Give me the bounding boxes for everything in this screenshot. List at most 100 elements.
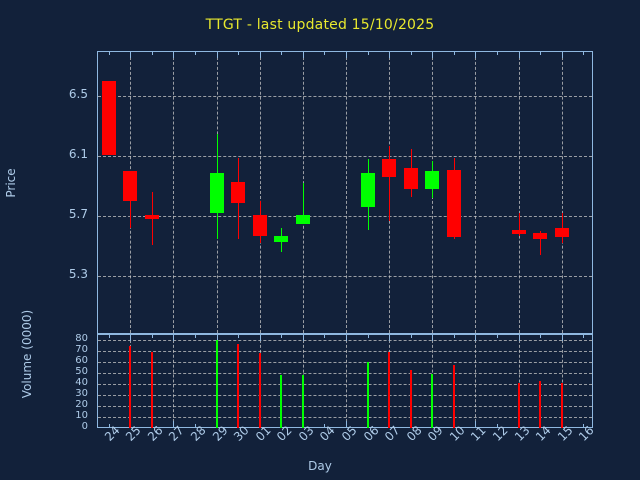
volume-tick-label: 10: [75, 410, 88, 421]
price-axis-label: Price: [4, 168, 18, 198]
volume-bar: [539, 380, 542, 428]
price-axis-tick: [238, 52, 240, 55]
price-axis-tick: [583, 52, 585, 55]
chart-title: TTGT - last updated 15/10/2025: [205, 17, 435, 33]
price-gridline-vertical: [173, 52, 175, 333]
volume-gridline-vertical: [173, 335, 175, 427]
price-axis-tick: [130, 52, 132, 58]
price-axis-tick: [453, 52, 455, 55]
candle-body: [446, 169, 461, 237]
volume-tick-label: 80: [75, 333, 88, 344]
volume-gridline: [98, 362, 592, 363]
volume-axis-tick: [151, 335, 153, 338]
price-gridline-vertical: [561, 52, 563, 333]
volume-axis-tick: [475, 421, 477, 427]
volume-tick-label: 40: [75, 377, 88, 388]
volume-tick-label: 60: [75, 355, 88, 366]
price-gridline: [98, 156, 592, 157]
volume-tick-label: 30: [75, 388, 88, 399]
price-axis-tick: [108, 52, 110, 55]
candle-body: [209, 172, 224, 213]
volume-tick-label: 20: [75, 399, 88, 410]
volume-axis-tick: [475, 335, 477, 341]
volume-bar: [215, 340, 218, 428]
price-gridline: [98, 96, 592, 97]
price-gridline-vertical: [475, 52, 477, 333]
candle-body: [252, 214, 267, 236]
price-gridline: [98, 276, 592, 277]
volume-axis-tick: [346, 421, 347, 427]
volume-plot-area: [97, 334, 593, 428]
volume-gridline: [98, 351, 592, 352]
candle-body: [101, 81, 116, 155]
volume-gridline: [98, 340, 592, 341]
candle-body: [123, 171, 138, 201]
volume-axis-tick: [130, 335, 132, 341]
volume-axis-tick: [346, 335, 347, 341]
price-gridline-vertical: [518, 52, 520, 333]
price-tick-label: 5.3: [68, 267, 88, 281]
volume-bar: [366, 362, 369, 428]
volume-bar: [301, 375, 304, 428]
volume-axis-tick: [195, 335, 197, 338]
price-axis-tick: [561, 52, 563, 58]
candle-body: [360, 172, 375, 207]
volume-axis-tick: [259, 335, 261, 341]
volume-axis-tick: [238, 335, 240, 338]
volume-axis-tick: [108, 424, 110, 427]
candle-body: [295, 214, 310, 224]
volume-gridline: [98, 417, 592, 418]
price-axis-tick: [302, 52, 304, 58]
candle-body: [511, 229, 526, 234]
price-axis-tick: [281, 52, 283, 55]
volume-gridline: [98, 373, 592, 374]
price-gridline: [98, 216, 592, 217]
volume-axis-tick: [173, 335, 175, 341]
day-axis-label: Day: [308, 459, 332, 473]
volume-tick-label: 0: [81, 421, 88, 432]
volume-gridline: [98, 406, 592, 407]
price-axis-tick: [259, 52, 261, 58]
candle-body: [382, 159, 397, 177]
volume-bar: [517, 382, 520, 428]
price-axis-tick: [518, 52, 520, 58]
price-axis-tick: [367, 52, 369, 55]
volume-bar: [409, 369, 412, 428]
price-tick-label: 6.5: [68, 87, 88, 101]
volume-axis-tick: [410, 335, 412, 338]
candle-wick: [389, 145, 391, 221]
volume-tick-label: 50: [75, 366, 88, 377]
volume-axis-tick: [540, 335, 542, 338]
price-axis-tick: [324, 52, 326, 55]
price-tick-label: 6.1: [68, 147, 88, 161]
volume-gridline: [98, 384, 592, 385]
price-axis-tick: [410, 52, 412, 55]
volume-gridline-vertical: [346, 335, 347, 427]
volume-axis-tick: [281, 335, 283, 338]
price-axis-tick: [540, 52, 542, 55]
candle-body: [425, 171, 440, 189]
volume-axis-tick: [108, 335, 110, 338]
volume-bar: [388, 352, 391, 428]
volume-axis-tick: [302, 335, 304, 341]
candle-body: [144, 214, 159, 219]
volume-axis-tick: [367, 335, 369, 338]
volume-axis-label: Volume (0000): [20, 309, 34, 399]
price-gridline-vertical: [346, 52, 347, 333]
volume-gridline-vertical: [561, 335, 563, 427]
price-plot-area: [97, 51, 593, 334]
volume-bar: [237, 344, 240, 428]
volume-axis-tick: [453, 335, 455, 338]
volume-tick-label: 70: [75, 344, 88, 355]
volume-axis-tick: [324, 424, 326, 427]
volume-axis-tick: [389, 335, 391, 341]
volume-bar: [280, 375, 283, 428]
volume-axis-tick: [216, 335, 218, 341]
price-axis-tick: [496, 52, 498, 55]
volume-axis-tick: [561, 335, 563, 341]
price-axis-tick: [195, 52, 197, 55]
volume-axis-tick: [583, 424, 585, 427]
volume-axis-tick: [518, 335, 520, 341]
price-axis-tick: [432, 52, 434, 58]
price-axis-tick: [216, 52, 218, 58]
